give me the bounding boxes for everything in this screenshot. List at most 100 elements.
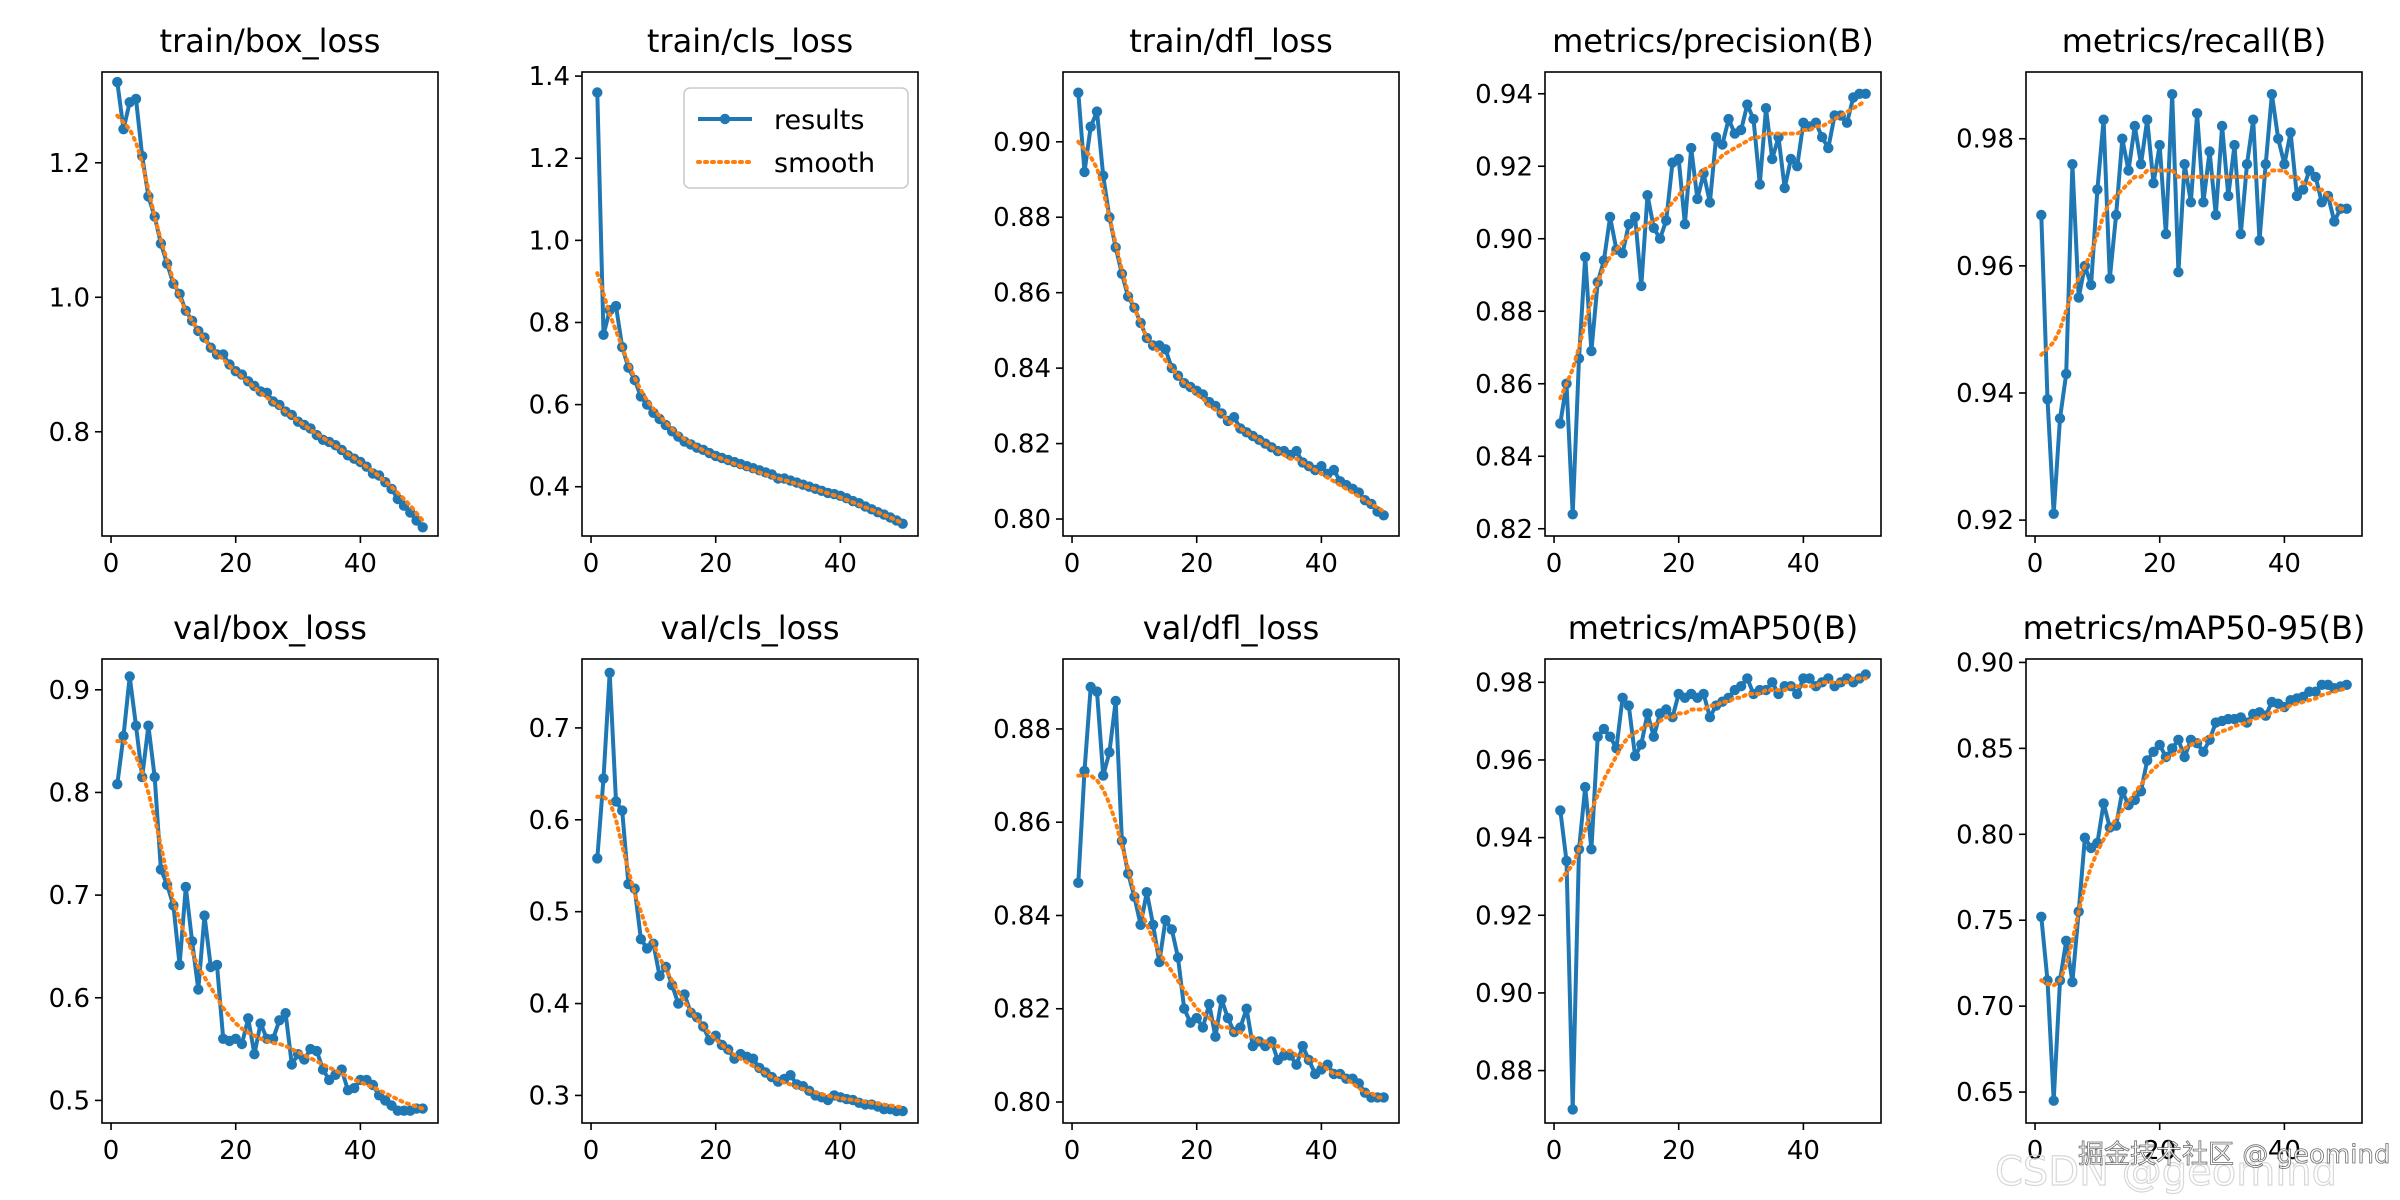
results-point	[2079, 832, 2091, 843]
y-tick-label: 0.7	[49, 881, 90, 911]
x-tick-label: 20	[1180, 1136, 1213, 1166]
results-point	[1291, 1059, 1302, 1070]
subplot-8: val/dfl_loss 0.80 0.82 0.84 0.86 0.88 0 20 40	[993, 609, 1400, 1166]
results-point	[1241, 1003, 1252, 1014]
plot-area	[592, 667, 908, 1117]
x-tick-label: 40	[824, 549, 857, 579]
results-point	[2117, 786, 2128, 797]
results-point	[2154, 739, 2165, 751]
x-tick-label: 20	[1662, 549, 1695, 579]
results-point	[2297, 184, 2309, 195]
y-tick-label: 0.3	[529, 1081, 570, 1111]
results-point	[2173, 734, 2184, 745]
y-tick-label: 0.90	[1956, 648, 2014, 678]
y-tick-label: 0.6	[49, 984, 90, 1014]
results-point	[1704, 197, 1716, 208]
smooth-line	[2039, 686, 2349, 988]
results-point	[2223, 190, 2234, 202]
results-point	[249, 1049, 260, 1060]
results-point	[1079, 765, 1090, 777]
results-point	[2067, 159, 2078, 170]
subplot-title: metrics/mAP50(B)	[1568, 609, 1859, 647]
results-point	[1767, 677, 1778, 688]
y-tick-label: 0.8	[49, 778, 90, 808]
results-point	[1580, 781, 1591, 793]
results-point	[1073, 87, 1084, 98]
results-point	[1222, 1012, 1234, 1024]
results-point	[2191, 108, 2203, 119]
subplot-title: train/dfl_loss	[1129, 22, 1333, 60]
x-tick-label: 20	[2143, 1136, 2176, 1166]
y-tick-label: 0.92	[1956, 506, 2014, 536]
results-point	[1661, 215, 1672, 226]
results-point	[2198, 197, 2209, 208]
results-point	[1085, 121, 1096, 132]
smooth-line	[2039, 168, 2349, 357]
y-tick-label: 0.82	[1475, 515, 1533, 545]
results-point	[1598, 723, 1610, 735]
results-point	[2216, 120, 2228, 132]
results-point	[180, 881, 191, 893]
results-point	[1561, 855, 1572, 867]
subplot-title: metrics/recall(B)	[2062, 22, 2327, 60]
results-point	[2160, 228, 2172, 240]
y-tick-label: 1.2	[49, 149, 90, 179]
results-point	[1172, 952, 1184, 963]
results-point	[2117, 133, 2128, 144]
results-line	[1076, 92, 1385, 518]
results-point	[2042, 394, 2053, 405]
results-point	[311, 1045, 322, 1057]
results-point	[1654, 233, 1666, 244]
axes-frame	[1544, 658, 1882, 1124]
results-point	[174, 959, 185, 971]
results-point	[1698, 168, 1709, 179]
results-point	[2048, 1095, 2059, 1106]
results-point	[2167, 89, 2178, 100]
results-point	[2135, 159, 2147, 170]
x-tick-label: 20	[699, 549, 732, 579]
results-point	[1216, 994, 1227, 1005]
smooth-line	[1076, 139, 1386, 514]
results-point	[130, 720, 142, 731]
results-point	[1717, 139, 1728, 150]
y-tick-label: 0.94	[1956, 379, 2014, 409]
results-point	[1785, 153, 1797, 165]
results-point	[1636, 739, 1647, 750]
x-tick-label: 0	[2027, 549, 2044, 579]
y-tick-label: 0.70	[1956, 992, 2014, 1022]
results-point	[1841, 117, 1853, 128]
results-point	[2248, 114, 2259, 125]
results-point	[1823, 142, 1834, 154]
results-point	[1079, 166, 1090, 178]
results-point	[1748, 113, 1759, 125]
results-point	[2210, 209, 2221, 221]
results-point	[1141, 887, 1153, 898]
results-point	[1860, 88, 1871, 100]
y-tick-label: 0.86	[993, 279, 1051, 309]
y-tick-label: 0.96	[1475, 746, 1533, 776]
results-point	[617, 805, 628, 816]
results-point	[2235, 228, 2246, 240]
subplot-title: val/box_loss	[173, 609, 367, 647]
x-tick-label: 20	[219, 1136, 252, 1166]
results-point	[1742, 99, 1753, 110]
results-point	[2285, 127, 2296, 138]
x-tick-label: 0	[103, 1136, 120, 1166]
results-point	[785, 1070, 796, 1081]
results-line	[115, 674, 423, 1113]
results-point	[1686, 142, 1697, 154]
y-tick-label: 0.84	[993, 354, 1051, 384]
x-tick-label: 0	[1064, 1136, 1081, 1166]
x-tick-label: 20	[219, 549, 252, 579]
results-line	[115, 81, 425, 529]
results-point	[1191, 1012, 1202, 1024]
x-tick-label: 0	[1546, 549, 1563, 579]
plot-area	[2036, 89, 2352, 519]
results-point	[2266, 89, 2278, 100]
legend-results-marker	[719, 113, 731, 125]
smooth-line	[115, 113, 425, 523]
results-point	[592, 853, 603, 864]
subplot-9: metrics/mAP50(B) 0.88 0.90 0.92 0.94 0.96 0.98…	[1475, 609, 1882, 1166]
x-tick-label: 20	[699, 1136, 732, 1166]
results-point	[2061, 935, 2072, 946]
